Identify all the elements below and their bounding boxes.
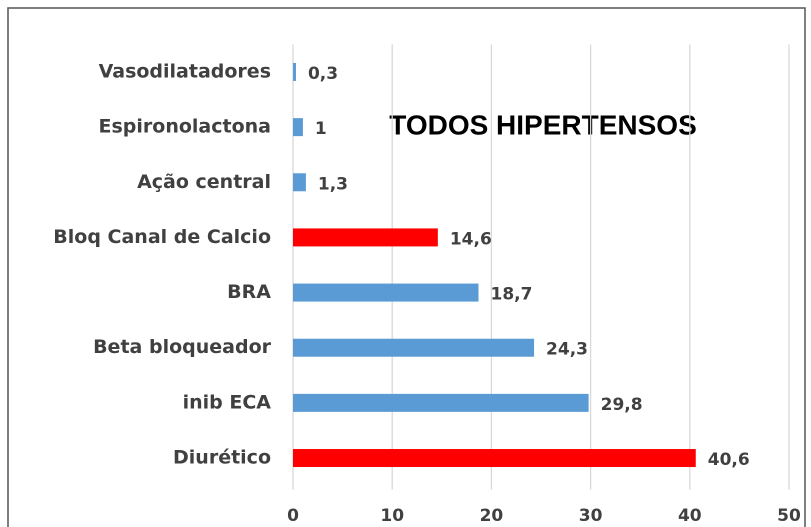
data-label: 0,3 [308,64,338,84]
y-tick-label: Espironolactona [99,116,271,138]
data-label: 14,6 [450,229,492,249]
data-label: 40,6 [708,450,750,470]
x-tick-label: 50 [777,506,801,526]
y-tick-label: Diurético [173,447,271,469]
y-tick-label: Beta bloqueador [93,336,272,358]
y-tick-label: BRA [227,281,271,303]
bar [293,228,438,247]
bar [293,449,696,468]
y-tick-label: Vasodilatadores [99,60,271,82]
y-tick-label: Bloq Canal de Calcio [53,226,271,248]
data-label: 18,7 [491,285,533,305]
data-label: 1 [315,119,327,139]
bar [293,62,296,81]
bar [293,173,306,192]
bar [293,338,535,357]
x-tick-label: 10 [380,506,404,526]
data-label: 1,3 [318,174,348,194]
x-tick-label: 20 [480,506,504,526]
data-label: 24,3 [546,340,588,360]
frame [7,7,806,527]
data-label: 29,8 [601,395,643,415]
y-tick-label: Ação central [137,171,271,193]
x-tick-label: 0 [287,506,299,526]
chart-title: TODOS HIPERTENSOS [389,109,697,140]
bar [293,283,479,302]
bar [293,393,589,412]
x-tick-label: 30 [579,506,603,526]
x-tick-label: 40 [678,506,702,526]
bar [293,118,303,137]
y-tick-label: inib ECA [183,391,272,413]
